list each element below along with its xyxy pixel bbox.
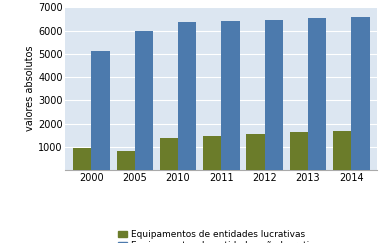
Y-axis label: valores absolutos: valores absolutos bbox=[25, 46, 35, 131]
Bar bbox=[203, 136, 221, 170]
Bar bbox=[308, 18, 326, 170]
Legend: Equipamentos de entidades lucrativas, Equipamentos de entidades não lucrativas: Equipamentos de entidades lucrativas, Eq… bbox=[118, 230, 325, 243]
Bar bbox=[92, 52, 110, 170]
Bar bbox=[352, 17, 370, 170]
Bar bbox=[117, 151, 135, 170]
Bar bbox=[221, 21, 239, 170]
Bar bbox=[160, 138, 178, 170]
Bar bbox=[290, 132, 308, 170]
Bar bbox=[135, 31, 153, 170]
Bar bbox=[73, 148, 92, 170]
Bar bbox=[265, 20, 283, 170]
Bar bbox=[333, 130, 352, 170]
Bar bbox=[178, 22, 196, 170]
Bar bbox=[246, 134, 265, 170]
